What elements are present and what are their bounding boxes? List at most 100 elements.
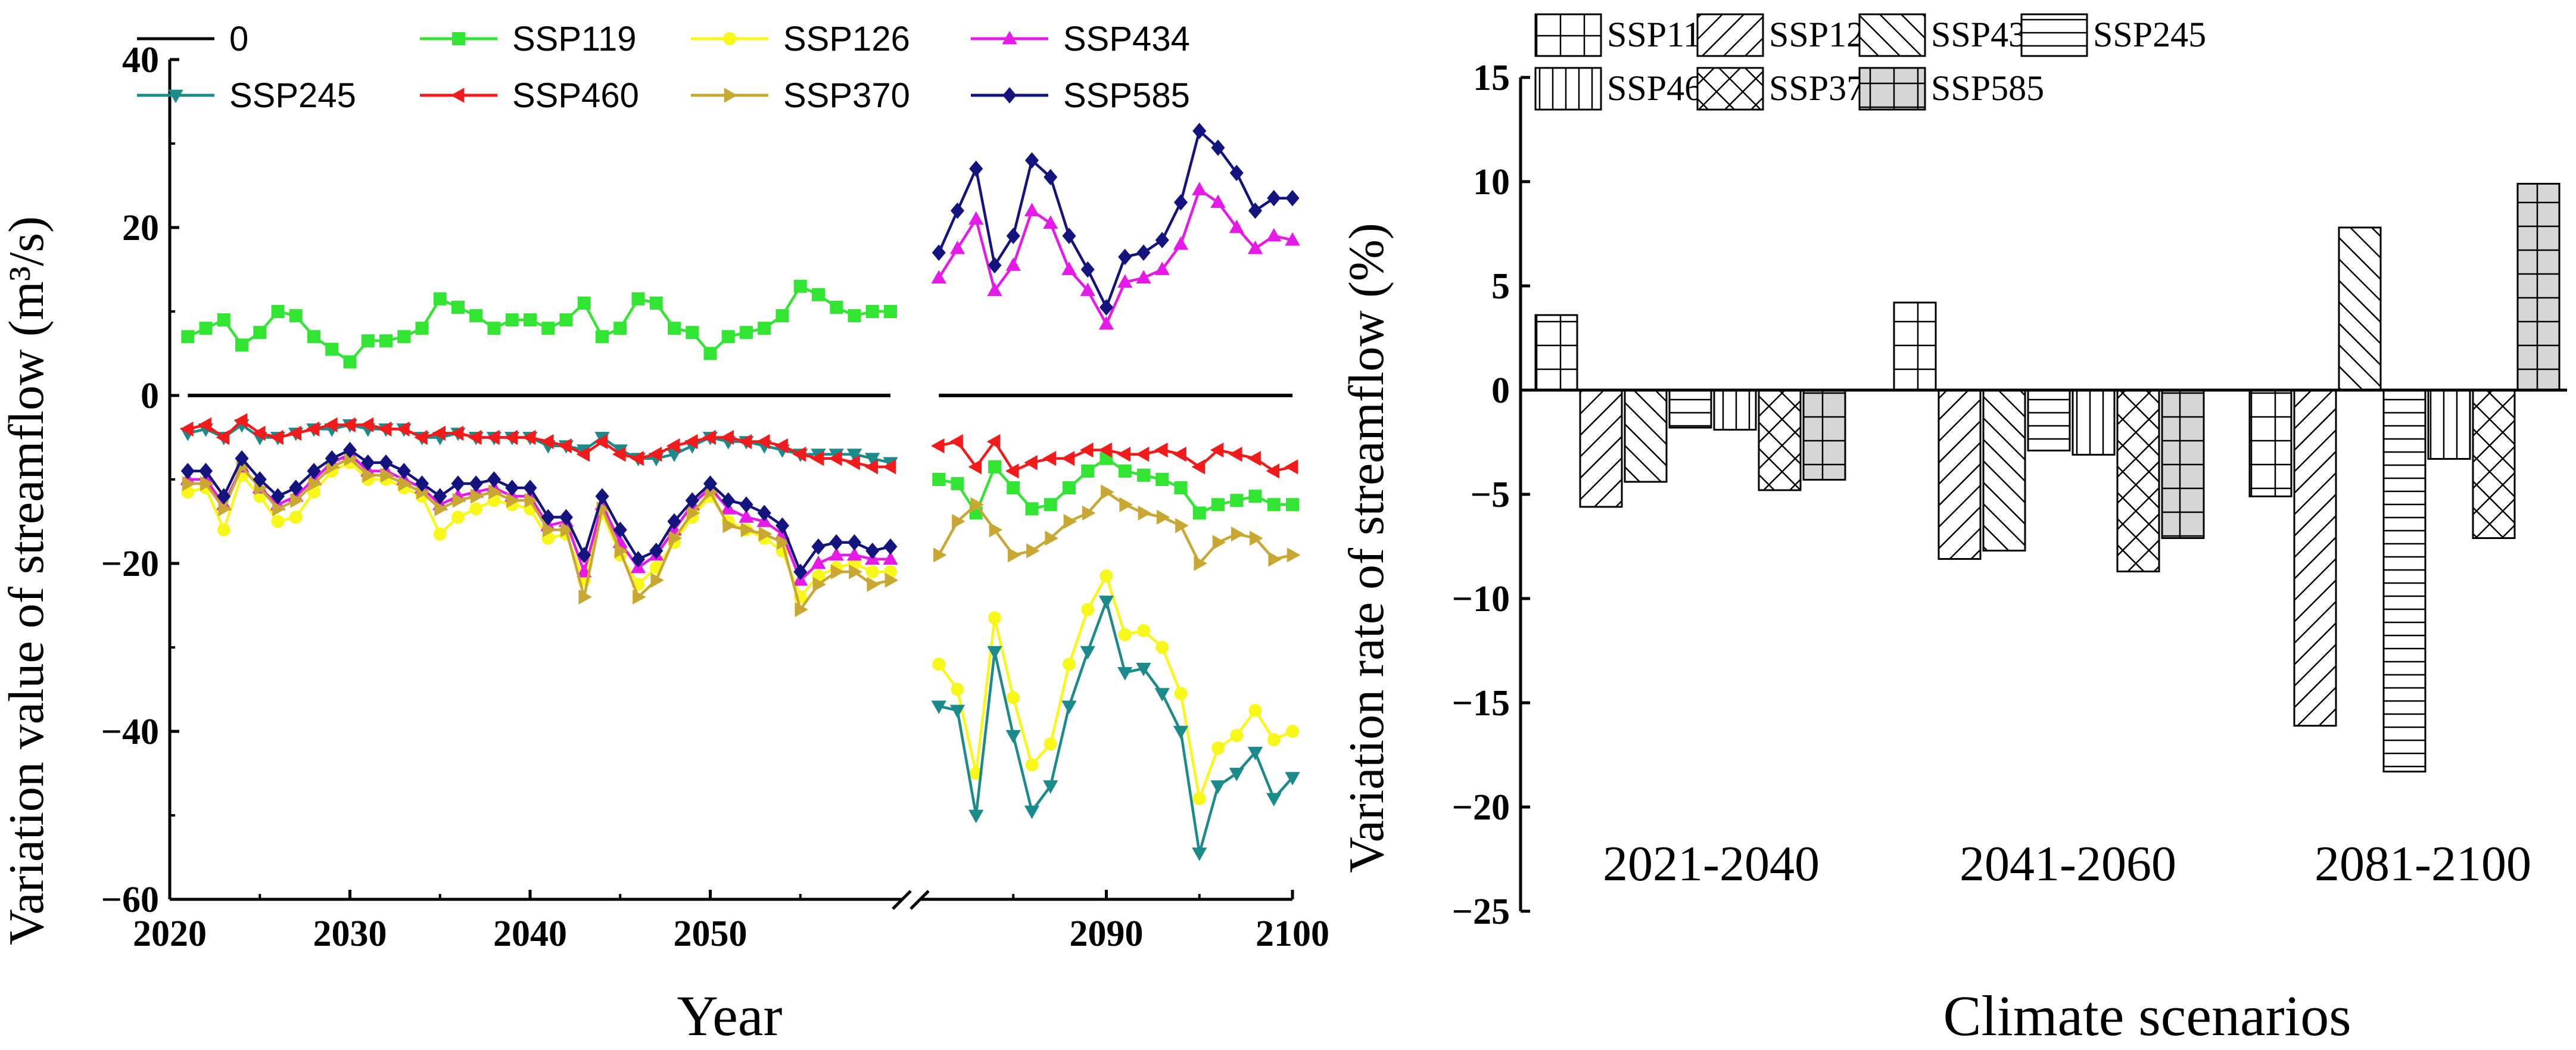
legend-marker xyxy=(724,88,738,103)
bar-ssp119-2041-2060 xyxy=(1893,301,1937,391)
point-ssp460-2098 xyxy=(1247,451,1261,466)
point-ssp585-2055 xyxy=(793,563,808,580)
point-ssp434-2057 xyxy=(828,547,844,561)
line-ssp370-segment-1 xyxy=(188,457,891,613)
point-ssp119-2025 xyxy=(253,326,267,339)
point-ssp119-2092 xyxy=(1137,468,1150,482)
legend-marker xyxy=(1002,30,1017,45)
point-ssp585-2040 xyxy=(523,479,537,496)
point-ssp119-2094 xyxy=(1174,481,1188,495)
point-ssp585-2039 xyxy=(505,479,519,496)
point-ssp460-2034 xyxy=(414,429,428,445)
legend-marker xyxy=(168,89,183,104)
point-ssp245-2085 xyxy=(1005,730,1021,744)
point-ssp585-2028 xyxy=(307,463,321,479)
y-tick-label: 0 xyxy=(1491,370,1510,411)
legend-swatch xyxy=(1696,67,1764,111)
legend-item-ssp585: SSP585 xyxy=(1858,67,2044,111)
point-ssp370-2042 xyxy=(560,522,574,538)
point-ssp370-2023 xyxy=(218,501,232,516)
y-tick-label: −40 xyxy=(101,712,159,752)
point-ssp126-2082 xyxy=(951,683,964,696)
point-ssp370-2033 xyxy=(398,476,412,491)
point-ssp370-2057 xyxy=(830,564,845,579)
point-ssp370-2041 xyxy=(542,522,556,538)
point-ssp434-2094 xyxy=(1173,236,1189,250)
point-ssp119-2050 xyxy=(703,347,717,360)
point-ssp460-2055 xyxy=(792,447,806,462)
point-ssp119-2034 xyxy=(415,322,429,335)
point-ssp119-2048 xyxy=(668,322,681,335)
point-ssp119-2052 xyxy=(740,326,753,339)
point-ssp434-2097 xyxy=(1229,219,1244,233)
y-tick-label: 20 xyxy=(122,208,159,248)
point-ssp585-2051 xyxy=(721,492,736,509)
point-ssp460-2038 xyxy=(486,429,500,445)
point-ssp460-2084 xyxy=(986,434,1001,450)
line-ssp126-segment-1 xyxy=(187,461,890,600)
point-ssp460-2052 xyxy=(738,434,752,450)
point-ssp460-2039 xyxy=(504,429,518,445)
point-ssp585-2084 xyxy=(988,257,1002,274)
y-tick-label: 5 xyxy=(1491,266,1510,307)
point-ssp370-2038 xyxy=(488,484,502,500)
point-ssp585-2092 xyxy=(1136,244,1151,261)
point-ssp585-2100 xyxy=(1285,189,1300,207)
point-ssp119-2026 xyxy=(271,305,285,318)
x-tick-label: 2020 xyxy=(133,914,207,954)
point-ssp126-2099 xyxy=(1267,733,1281,747)
point-ssp434-2084 xyxy=(987,282,1002,297)
point-ssp585-2096 xyxy=(1211,139,1225,156)
point-ssp434-2081 xyxy=(931,270,946,283)
bar-ssp245-2021-2040 xyxy=(1668,389,1712,429)
y-tick-label: 10 xyxy=(1473,162,1510,202)
point-ssp119-2031 xyxy=(361,334,375,348)
legend-item-ssp119: SSP119 xyxy=(1534,13,1719,57)
point-ssp119-2059 xyxy=(865,305,879,318)
point-ssp460-2042 xyxy=(558,438,572,454)
point-ssp585-2023 xyxy=(217,488,231,504)
point-ssp585-2049 xyxy=(685,492,699,509)
y-tick-label: −5 xyxy=(1471,475,1510,515)
point-ssp245-2100 xyxy=(1285,772,1300,786)
legend-label: SSP119 xyxy=(512,20,637,58)
legend-swatch xyxy=(1696,13,1764,57)
legend-item-ssp370: SSP370 xyxy=(1696,67,1882,111)
x-tick-label: 2040 xyxy=(493,914,567,954)
point-ssp585-2085 xyxy=(1006,228,1020,244)
point-ssp434-2083 xyxy=(968,211,984,225)
legend-item-0: 0 xyxy=(137,20,248,58)
point-ssp245-2082 xyxy=(949,705,965,718)
point-ssp370-2086 xyxy=(1026,543,1040,559)
legend-label: SSP245 xyxy=(2093,15,2206,54)
point-ssp119-2055 xyxy=(793,279,807,293)
point-ssp370-2047 xyxy=(650,572,664,588)
point-ssp585-2026 xyxy=(270,488,285,504)
legend-label: 0 xyxy=(229,20,248,58)
point-ssp370-2096 xyxy=(1212,535,1226,550)
point-ssp460-2099 xyxy=(1266,463,1280,479)
point-ssp119-2029 xyxy=(325,342,339,356)
axis-break-mark-1 xyxy=(892,890,912,910)
y-tick-label: 15 xyxy=(1473,58,1510,98)
point-ssp460-2057 xyxy=(828,451,842,466)
point-ssp460-2091 xyxy=(1117,447,1131,462)
legend-swatch xyxy=(2020,13,2088,57)
point-ssp434-2087 xyxy=(1043,215,1058,229)
point-ssp119-2032 xyxy=(379,334,393,348)
point-ssp460-2082 xyxy=(949,434,963,450)
axis-break-mark-2 xyxy=(909,890,930,910)
point-ssp585-2033 xyxy=(397,463,411,479)
point-ssp119-2058 xyxy=(848,309,861,323)
bar-ssp460-2041-2060 xyxy=(2072,389,2116,456)
point-ssp119-2043 xyxy=(577,296,591,310)
point-ssp434-2052 xyxy=(739,509,754,523)
point-ssp126-2091 xyxy=(1118,628,1132,641)
bar-series-ssp245 xyxy=(1668,389,2427,772)
point-ssp460-2059 xyxy=(864,459,879,475)
category-label: 2021-2040 xyxy=(1603,836,1820,892)
y-tick-label: −60 xyxy=(101,880,159,920)
bar-ssp119-2081-2100 xyxy=(2248,389,2292,497)
point-ssp245-2094 xyxy=(1173,725,1189,740)
y-tick-label: −25 xyxy=(1452,892,1510,932)
